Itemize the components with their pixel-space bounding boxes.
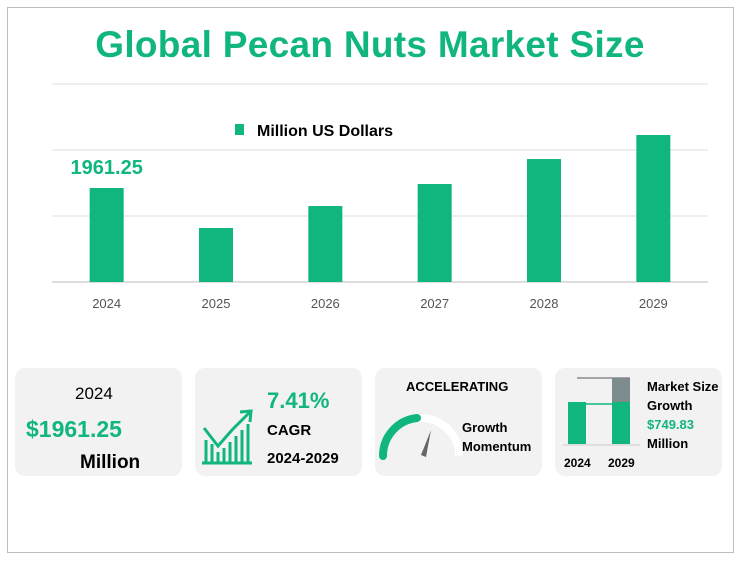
page-title: Global Pecan Nuts Market Size xyxy=(95,24,645,65)
bar-2027 xyxy=(417,183,452,282)
x-tick-2026: 2026 xyxy=(311,296,340,311)
growth-line1: Market Size xyxy=(647,379,719,394)
momentum-line1: Growth xyxy=(462,420,508,435)
data-label-2024: 1961.25 xyxy=(71,157,143,179)
x-tick-2025: 2025 xyxy=(202,296,231,311)
year-label: 2024 xyxy=(75,384,113,403)
cagr-value: 7.41% xyxy=(267,388,330,413)
mini-bar-2029 xyxy=(612,402,630,444)
card-cagr: 7.41% CAGR 2024-2029 xyxy=(195,368,362,476)
card-growth: 2024 2029 Market Size Growth $749.83 Mil… xyxy=(555,368,722,476)
mini-x-2024: 2024 xyxy=(564,456,591,470)
legend-swatch xyxy=(235,124,244,135)
growth-unit: Million xyxy=(647,436,689,451)
mini-bar-growth xyxy=(612,378,630,402)
mini-bar-2024 xyxy=(568,402,586,444)
mini-x-2029: 2029 xyxy=(608,456,635,470)
growth-mini-chart xyxy=(563,377,640,446)
cagr-period: 2024-2029 xyxy=(267,450,339,467)
x-tick-2029: 2029 xyxy=(639,296,668,311)
value-label: $1961.25 xyxy=(26,416,122,442)
frame xyxy=(7,7,734,553)
growth-line2: Growth xyxy=(647,398,693,413)
x-tick-2027: 2027 xyxy=(420,296,449,311)
legend-label: Million US Dollars xyxy=(257,123,393,140)
card-base-year: 2024 $1961.25 Million xyxy=(15,368,182,476)
card-momentum: ACCELERATING Growth Momentum xyxy=(375,368,542,476)
growth-value: $749.83 xyxy=(647,417,694,432)
growth-chart-icon xyxy=(202,409,253,465)
gauge-icon xyxy=(378,414,463,460)
bar-2025 xyxy=(199,228,233,282)
x-tick-2028: 2028 xyxy=(530,296,559,311)
cagr-label: CAGR xyxy=(267,422,312,439)
x-tick-2024: 2024 xyxy=(92,296,121,311)
bar-2026 xyxy=(308,206,343,282)
momentum-status: ACCELERATING xyxy=(406,379,509,394)
bar-2028 xyxy=(527,159,561,282)
bar-2029 xyxy=(636,135,671,282)
unit-label: Million xyxy=(80,452,141,473)
momentum-line2: Momentum xyxy=(462,439,532,454)
bar-chart: Million US Dollars 2024 1961.25 2025 2026 202… xyxy=(52,83,708,311)
bar-2024 xyxy=(89,187,124,282)
